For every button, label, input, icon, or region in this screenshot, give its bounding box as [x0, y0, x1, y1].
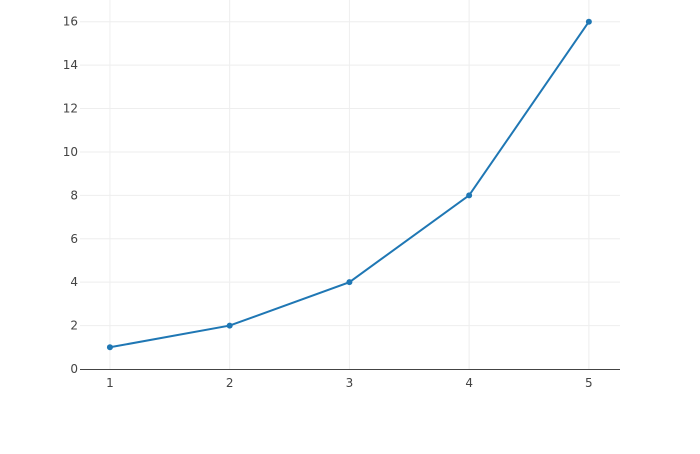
gridlines	[80, 0, 620, 369]
y-tick-label: 14	[63, 58, 78, 72]
x-tick-label: 3	[346, 376, 354, 390]
x-tick-label: 5	[585, 376, 593, 390]
x-tick-label: 1	[106, 376, 114, 390]
y-axis-ticks: 0 2 4 6 8 10 12 14 16	[63, 15, 78, 376]
data-point	[585, 18, 592, 25]
y-tick-label: 0	[70, 362, 78, 376]
y-tick-label: 6	[70, 232, 78, 246]
data-point	[106, 344, 113, 351]
x-tick-label: 4	[465, 376, 473, 390]
y-tick-label: 12	[63, 102, 78, 116]
y-tick-label: 8	[70, 188, 78, 202]
data-point	[226, 322, 233, 329]
y-tick-label: 10	[63, 145, 78, 159]
data-point	[466, 192, 473, 199]
y-tick-label: 2	[70, 319, 78, 333]
data-point	[346, 279, 353, 286]
y-tick-label: 16	[63, 15, 78, 29]
x-axis-ticks: 1 2 3 4 5	[106, 376, 593, 390]
series-group	[106, 18, 592, 351]
x-tick-label: 2	[226, 376, 234, 390]
y-tick-label: 4	[70, 275, 78, 289]
